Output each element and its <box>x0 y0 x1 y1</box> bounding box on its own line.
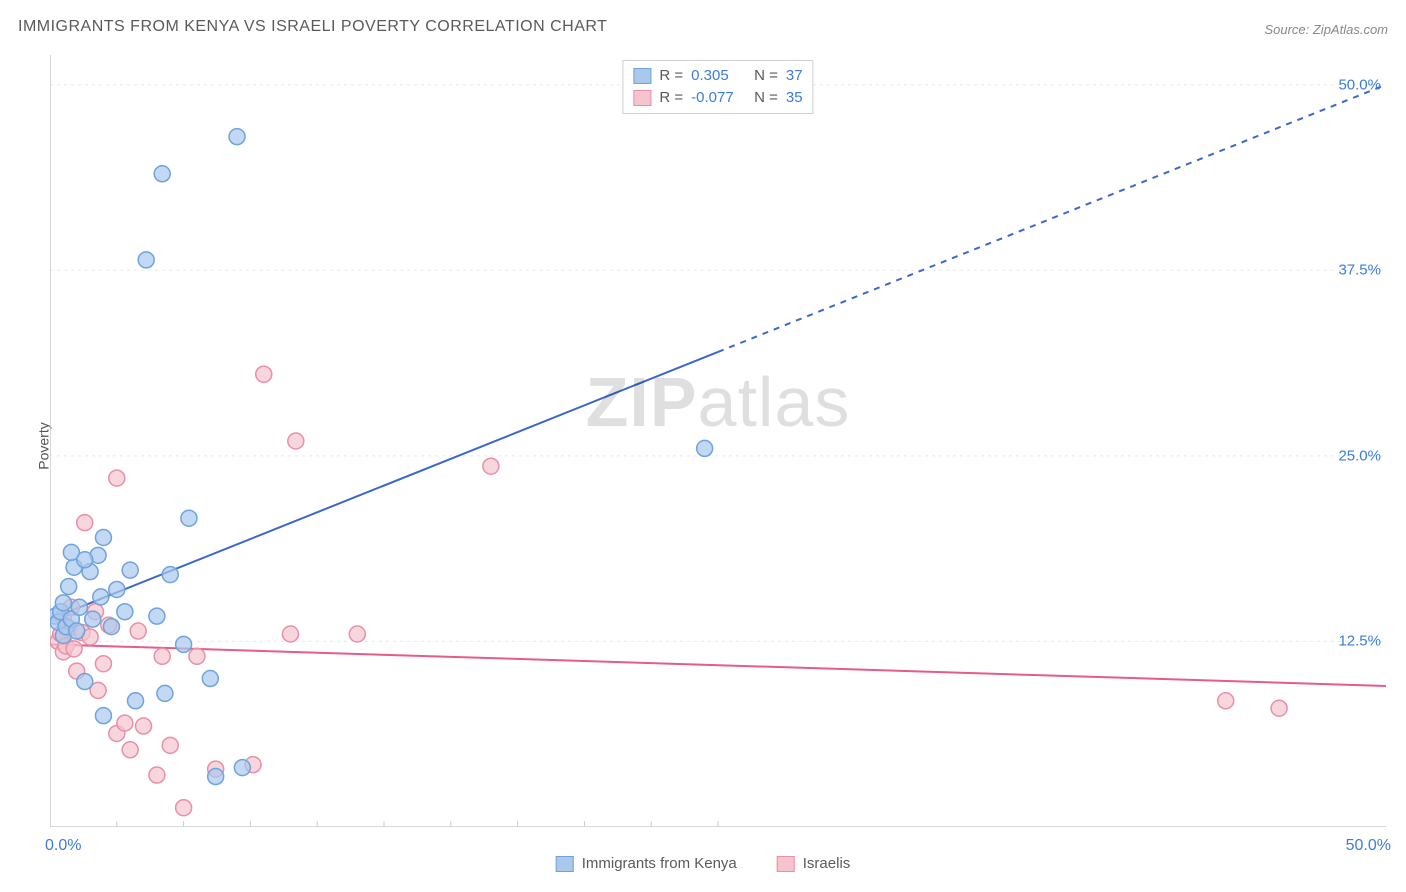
legend-swatch-kenya <box>633 68 651 84</box>
legend-swatch-kenya-icon <box>556 856 574 872</box>
y-tick-label: 37.5% <box>1338 262 1381 279</box>
y-tick-label: 50.0% <box>1338 76 1381 93</box>
legend-row-kenya: R = 0.305 N = 37 <box>633 65 802 87</box>
n-label: N = <box>754 65 778 87</box>
legend-label-israelis: Israelis <box>803 855 851 872</box>
legend-label-kenya: Immigrants from Kenya <box>582 855 737 872</box>
legend-swatch-israelis-icon <box>777 856 795 872</box>
scatter-plot <box>50 55 1386 827</box>
r-label: R = <box>659 65 683 87</box>
r-value-kenya: 0.305 <box>691 65 746 87</box>
n-value-israelis: 35 <box>786 87 803 109</box>
r-value-israelis: -0.077 <box>691 87 746 109</box>
source-attribution: Source: ZipAtlas.com <box>1264 22 1388 37</box>
n-value-kenya: 37 <box>786 65 803 87</box>
correlation-legend: R = 0.305 N = 37 R = -0.077 N = 35 <box>622 60 813 114</box>
legend-swatch-israelis <box>633 90 651 106</box>
x-tick-end: 50.0% <box>1346 837 1391 855</box>
chart-title: IMMIGRANTS FROM KENYA VS ISRAELI POVERTY… <box>18 18 607 36</box>
legend-item-israelis: Israelis <box>777 855 851 872</box>
y-tick-label: 25.0% <box>1338 447 1381 464</box>
x-tick-start: 0.0% <box>45 837 81 855</box>
r-label: R = <box>659 87 683 109</box>
y-tick-label: 12.5% <box>1338 633 1381 650</box>
series-legend: Immigrants from Kenya Israelis <box>556 855 851 872</box>
legend-row-israelis: R = -0.077 N = 35 <box>633 87 802 109</box>
n-label: N = <box>754 87 778 109</box>
chart-container: R = 0.305 N = 37 R = -0.077 N = 35 ZIPat… <box>50 55 1386 827</box>
legend-item-kenya: Immigrants from Kenya <box>556 855 737 872</box>
